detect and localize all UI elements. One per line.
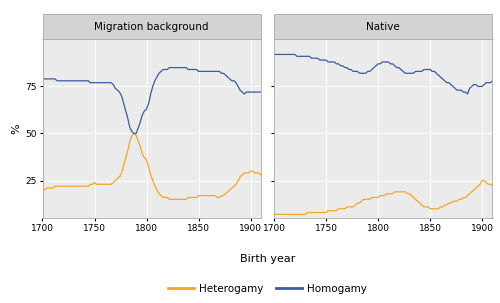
Text: Native: Native [366, 23, 400, 33]
Text: Birth year: Birth year [240, 254, 295, 264]
Text: Migration background: Migration background [94, 22, 209, 32]
Y-axis label: %: % [12, 123, 22, 134]
Text: Native: Native [366, 22, 400, 32]
Legend: Heterogamy, Homogamy: Heterogamy, Homogamy [164, 279, 372, 298]
Text: Migration background: Migration background [94, 23, 209, 33]
